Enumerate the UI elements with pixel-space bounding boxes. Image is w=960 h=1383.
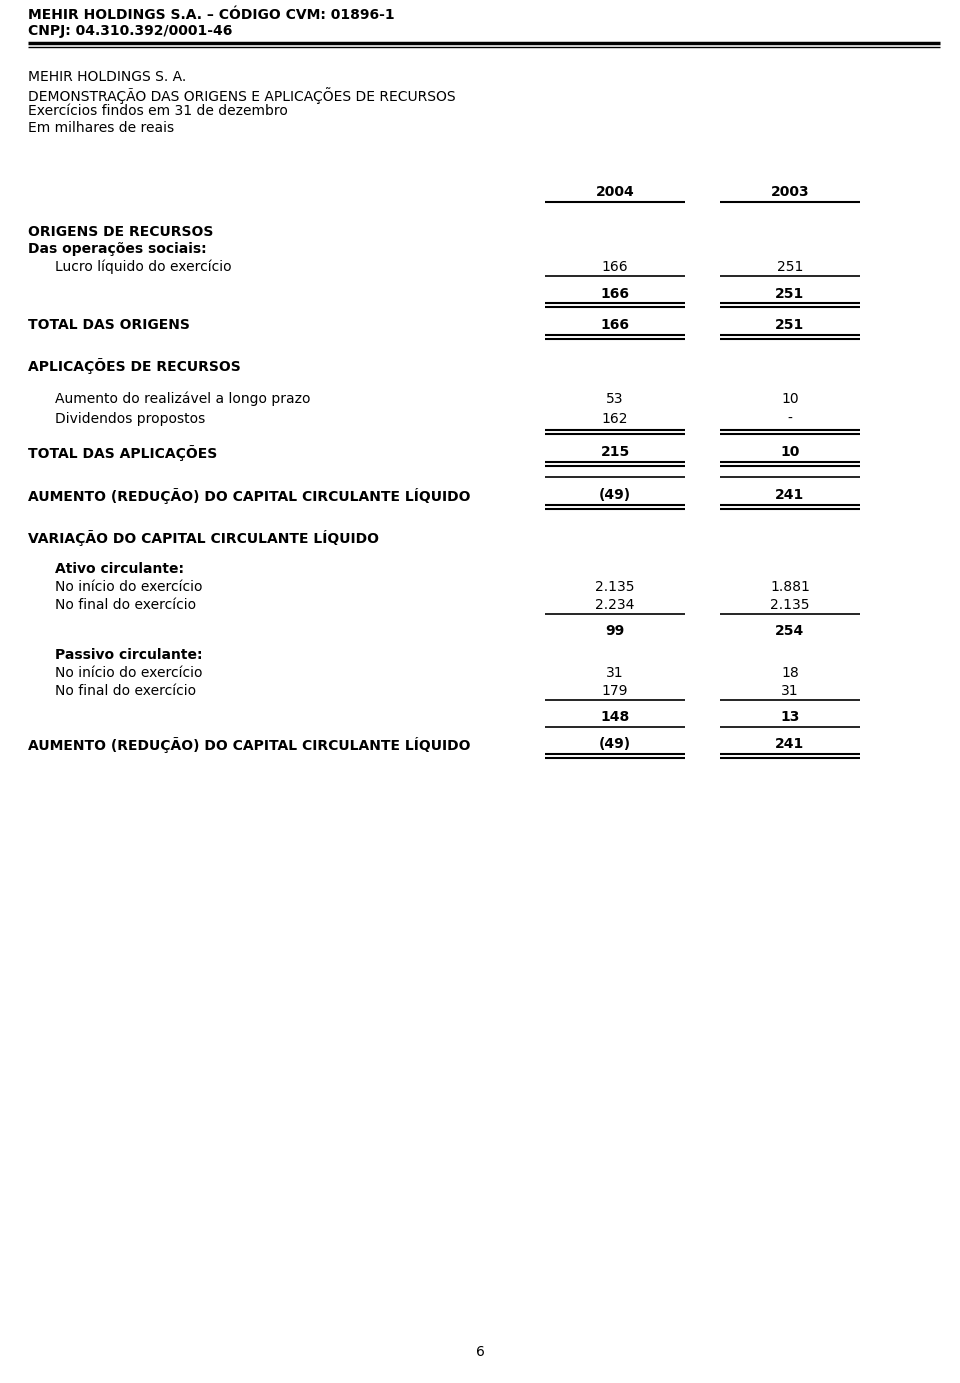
Text: 166: 166 <box>602 260 628 274</box>
Text: 2003: 2003 <box>771 185 809 199</box>
Text: 18: 18 <box>781 667 799 680</box>
Text: No final do exercício: No final do exercício <box>55 685 196 698</box>
Text: 31: 31 <box>781 685 799 698</box>
Text: Aumento do realizável a longo prazo: Aumento do realizável a longo prazo <box>55 391 310 407</box>
Text: Dividendos propostos: Dividendos propostos <box>55 412 205 426</box>
Text: (49): (49) <box>599 488 631 502</box>
Text: No início do exercício: No início do exercício <box>55 579 203 595</box>
Text: MEHIR HOLDINGS S. A.: MEHIR HOLDINGS S. A. <box>28 71 186 84</box>
Text: Passivo circulante:: Passivo circulante: <box>55 649 203 662</box>
Text: 53: 53 <box>607 391 624 407</box>
Text: 241: 241 <box>776 488 804 502</box>
Text: No início do exercício: No início do exercício <box>55 667 203 680</box>
Text: 251: 251 <box>776 318 804 332</box>
Text: 251: 251 <box>776 288 804 301</box>
Text: DEMONSTRAÇÃO DAS ORIGENS E APLICAÇÕES DE RECURSOS: DEMONSTRAÇÃO DAS ORIGENS E APLICAÇÕES DE… <box>28 87 456 104</box>
Text: 148: 148 <box>600 709 630 723</box>
Text: APLICAÇÕES DE RECURSOS: APLICAÇÕES DE RECURSOS <box>28 358 241 373</box>
Text: 166: 166 <box>601 318 630 332</box>
Text: AUMENTO (REDUÇÃO) DO CAPITAL CIRCULANTE LÍQUIDO: AUMENTO (REDUÇÃO) DO CAPITAL CIRCULANTE … <box>28 488 470 503</box>
Text: 2.135: 2.135 <box>770 597 809 613</box>
Text: 254: 254 <box>776 624 804 638</box>
Text: 1.881: 1.881 <box>770 579 810 595</box>
Text: 99: 99 <box>606 624 625 638</box>
Text: ORIGENS DE RECURSOS: ORIGENS DE RECURSOS <box>28 225 213 239</box>
Text: MEHIR HOLDINGS S.A. – CÓDIGO CVM: 01896-1: MEHIR HOLDINGS S.A. – CÓDIGO CVM: 01896-… <box>28 8 395 22</box>
Text: 10: 10 <box>781 391 799 407</box>
Text: 13: 13 <box>780 709 800 723</box>
Text: Em milhares de reais: Em milhares de reais <box>28 120 174 136</box>
Text: 251: 251 <box>777 260 804 274</box>
Text: TOTAL DAS ORIGENS: TOTAL DAS ORIGENS <box>28 318 190 332</box>
Text: 2.234: 2.234 <box>595 597 635 613</box>
Text: 6: 6 <box>475 1346 485 1359</box>
Text: -: - <box>787 412 792 426</box>
Text: Lucro líquido do exercício: Lucro líquido do exercício <box>55 260 231 274</box>
Text: 215: 215 <box>600 445 630 459</box>
Text: (49): (49) <box>599 737 631 751</box>
Text: Ativo circulante:: Ativo circulante: <box>55 561 184 575</box>
Text: VARIAÇÃO DO CAPITAL CIRCULANTE LÍQUIDO: VARIAÇÃO DO CAPITAL CIRCULANTE LÍQUIDO <box>28 530 379 546</box>
Text: CNPJ: 04.310.392/0001-46: CNPJ: 04.310.392/0001-46 <box>28 24 232 37</box>
Text: Exercícios findos em 31 de dezembro: Exercícios findos em 31 de dezembro <box>28 104 288 118</box>
Text: No final do exercício: No final do exercício <box>55 597 196 613</box>
Text: 241: 241 <box>776 737 804 751</box>
Text: AUMENTO (REDUÇÃO) DO CAPITAL CIRCULANTE LÍQUIDO: AUMENTO (REDUÇÃO) DO CAPITAL CIRCULANTE … <box>28 737 470 752</box>
Text: 162: 162 <box>602 412 628 426</box>
Text: 166: 166 <box>601 288 630 301</box>
Text: 31: 31 <box>606 667 624 680</box>
Text: 2.135: 2.135 <box>595 579 635 595</box>
Text: 10: 10 <box>780 445 800 459</box>
Text: 179: 179 <box>602 685 628 698</box>
Text: TOTAL DAS APLICAÇÕES: TOTAL DAS APLICAÇÕES <box>28 445 217 461</box>
Text: Das operações sociais:: Das operações sociais: <box>28 242 206 256</box>
Text: 2004: 2004 <box>595 185 635 199</box>
